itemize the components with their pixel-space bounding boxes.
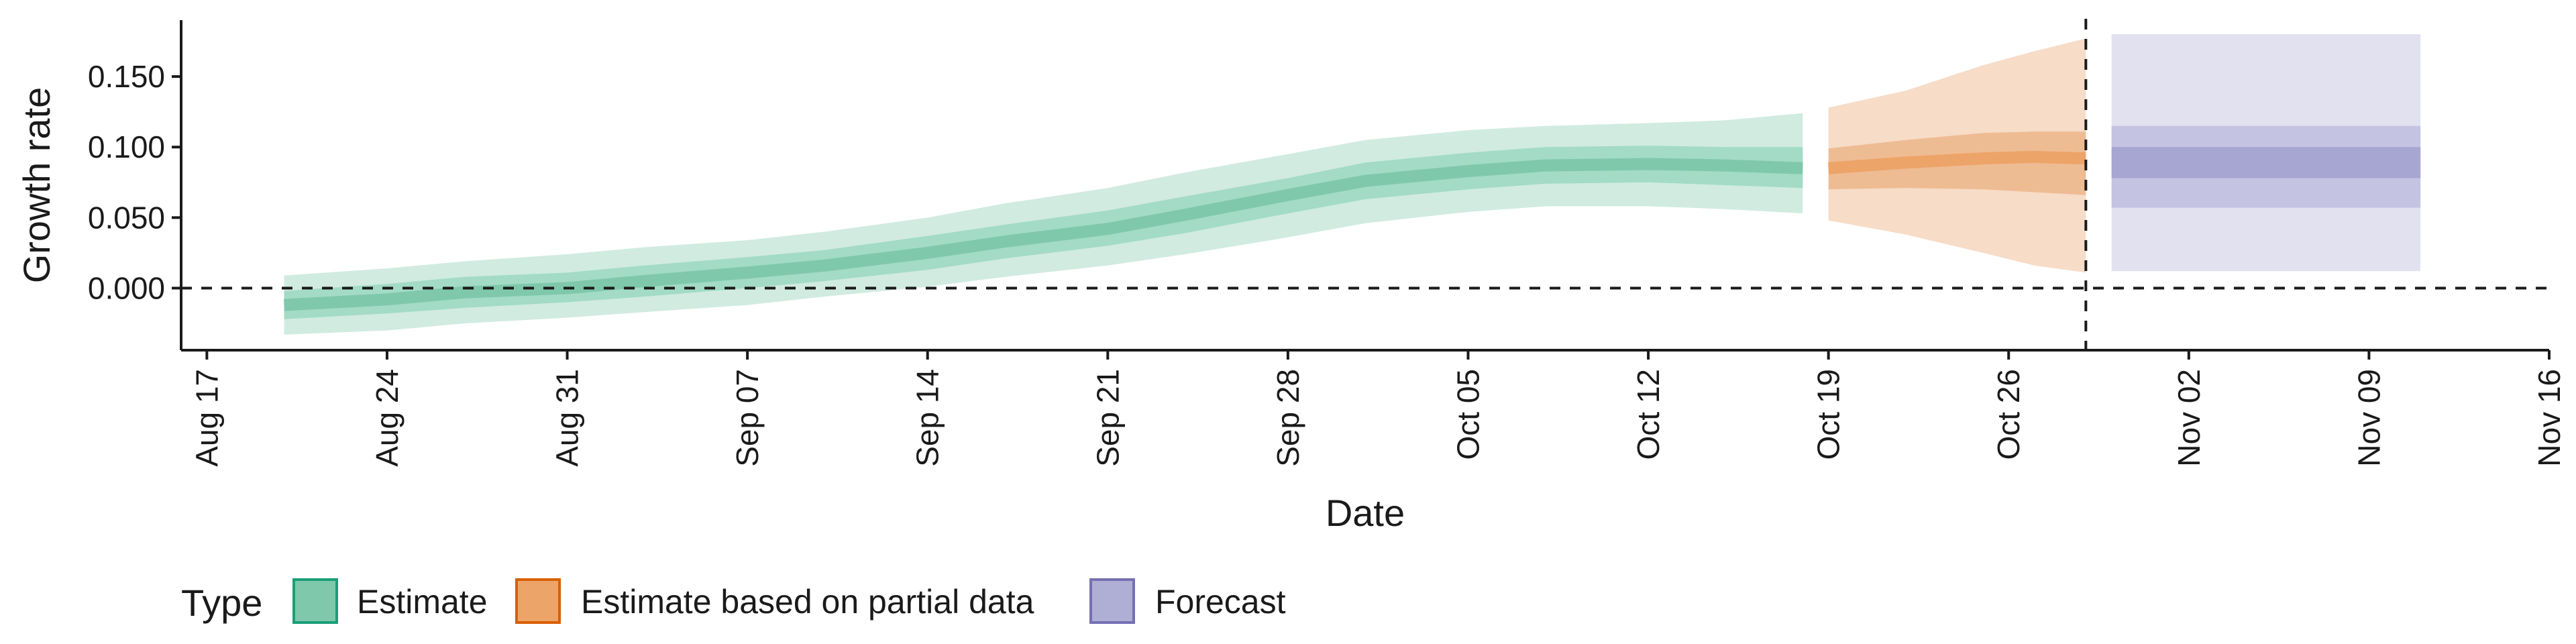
- y-tick-label: 0.150: [88, 59, 165, 94]
- legend-key-forecast: [1089, 578, 1135, 624]
- x-ticks: Aug 17 Aug 24 Aug 31 Sep 07 Sep 14 Sep 21 Sep …: [189, 350, 2567, 467]
- y-ticks: 0.000 0.050 0.100 0.150: [88, 59, 181, 305]
- legend-label-estimate: Estimate: [357, 583, 488, 621]
- x-tick-label: Aug 17: [189, 369, 224, 467]
- x-tick-label: Nov 09: [2351, 369, 2386, 467]
- x-tick-label: Oct 19: [1811, 369, 1846, 460]
- x-tick-label: Nov 02: [2171, 369, 2206, 467]
- x-tick-label: Oct 26: [1991, 369, 2026, 460]
- x-tick-label: Sep 14: [910, 369, 945, 467]
- x-tick-label: Oct 12: [1631, 369, 1666, 460]
- x-tick-label: Aug 24: [370, 369, 405, 467]
- axes: [180, 20, 2549, 352]
- legend-title: Type: [181, 582, 262, 624]
- x-axis-title: Date: [1326, 492, 1405, 534]
- y-tick-label: 0.050: [88, 200, 165, 235]
- y-tick-label: 0.100: [88, 129, 165, 164]
- x-tick-label: Oct 05: [1450, 369, 1485, 460]
- legend-key-estimate: [292, 578, 338, 624]
- x-tick-label: Sep 21: [1090, 369, 1125, 467]
- x-tick-label: Sep 07: [730, 369, 765, 467]
- forecast-median-band: [2111, 147, 2421, 178]
- y-tick-label: 0.000: [88, 270, 165, 305]
- legend-label-forecast: Forecast: [1155, 583, 1286, 621]
- y-axis-title: Growth rate: [15, 87, 58, 284]
- plot-area: [181, 19, 2549, 350]
- x-tick-label: Sep 28: [1271, 369, 1305, 467]
- legend-label-partial: Estimate based on partial data: [581, 583, 1034, 621]
- legend-key-partial: [515, 578, 561, 624]
- estimate-based-on-partial-data-median-line: [1828, 150, 2086, 174]
- x-tick-label: Aug 31: [550, 369, 585, 467]
- x-tick-label: Nov 16: [2532, 369, 2567, 467]
- legend: Type Estimate Estimate based on partial …: [181, 578, 1286, 624]
